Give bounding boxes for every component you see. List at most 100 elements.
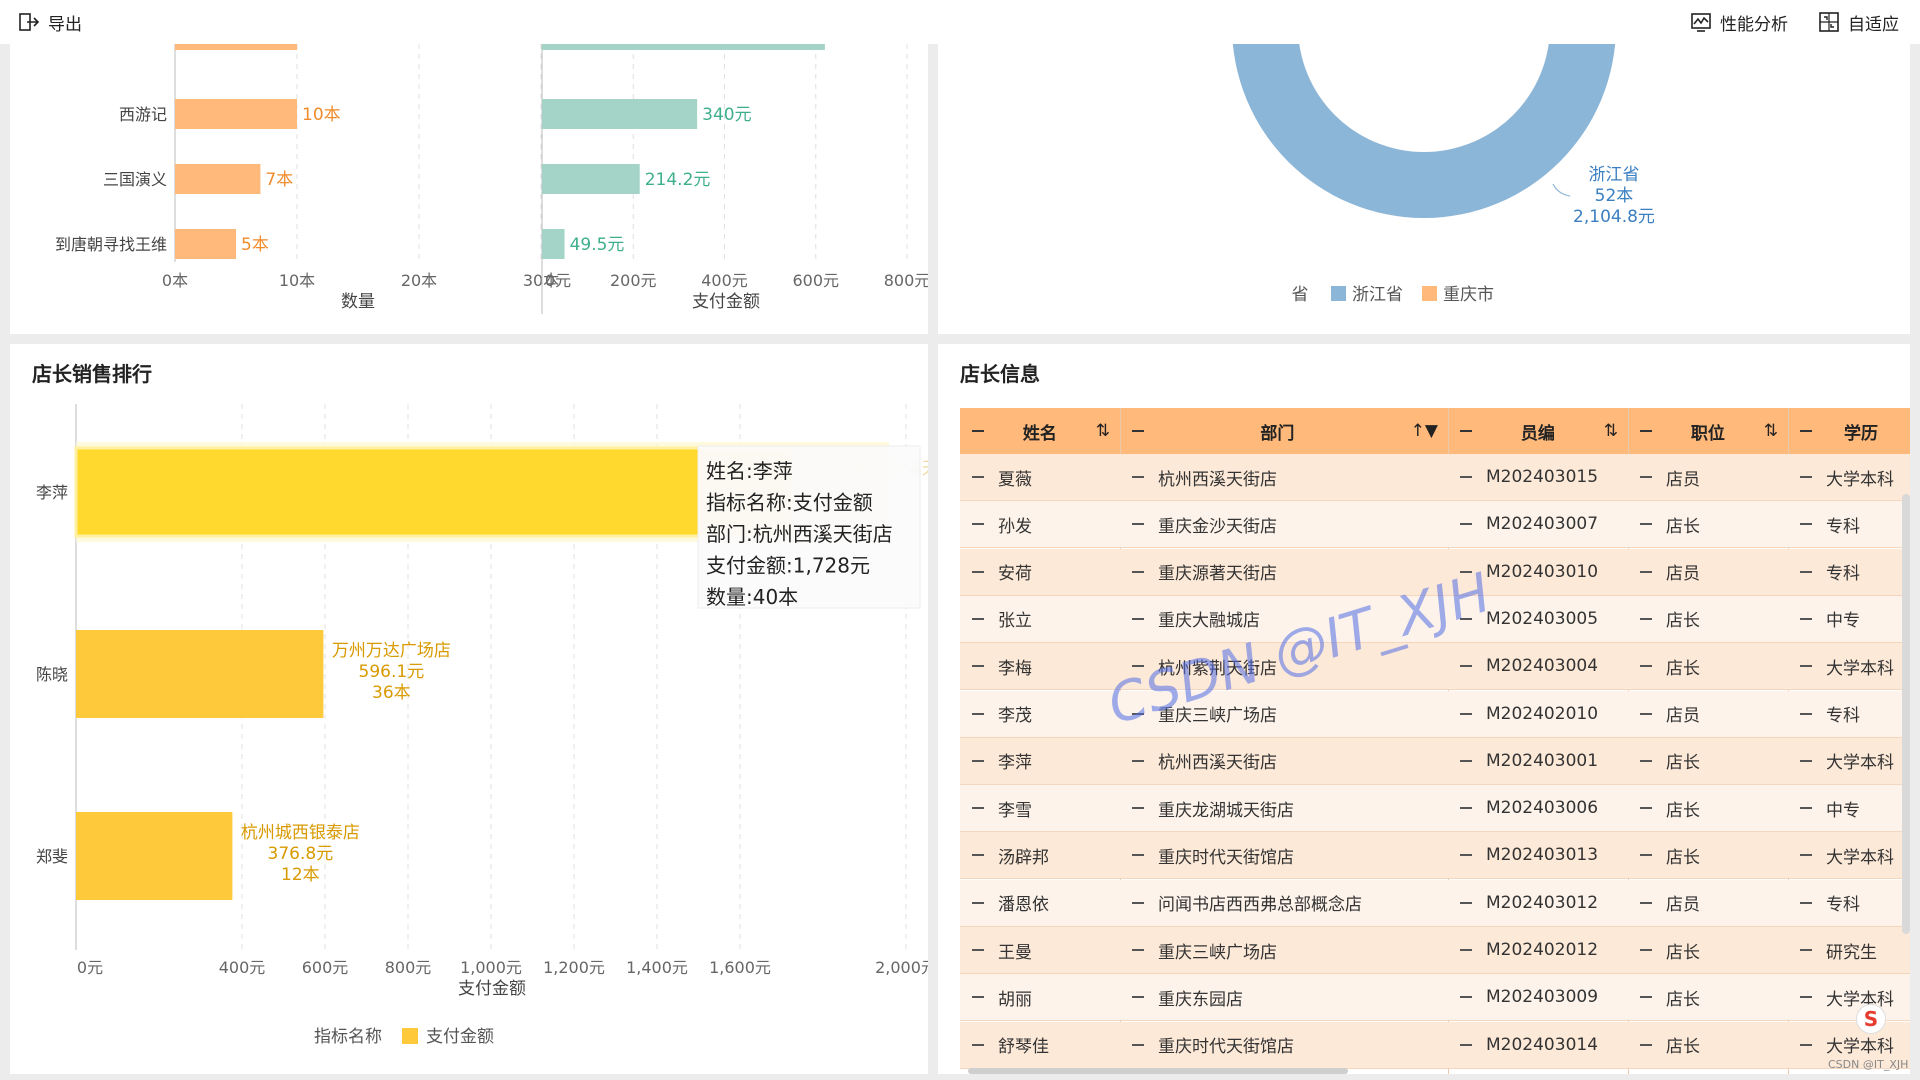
- collapse-icon[interactable]: [1640, 712, 1652, 715]
- collapse-icon[interactable]: [972, 430, 984, 432]
- collapse-icon[interactable]: [1640, 617, 1652, 620]
- table-row[interactable]: 潘恩依 问闻书店西西弗总部概念店 M202403012 店员 专科: [960, 879, 1910, 927]
- collapse-icon[interactable]: [1460, 807, 1472, 810]
- perf-analysis-button[interactable]: 性能分析: [1690, 10, 1788, 35]
- collapse-icon[interactable]: [1800, 617, 1812, 620]
- collapse-icon[interactable]: [972, 901, 984, 904]
- collapse-icon[interactable]: [1640, 759, 1652, 762]
- export-button[interactable]: 导出: [18, 10, 82, 35]
- collapse-icon[interactable]: [1800, 570, 1812, 573]
- legend-label-chongqing[interactable]: 重庆市: [1443, 285, 1494, 305]
- legend-label[interactable]: 支付金额: [426, 1027, 494, 1047]
- table-row[interactable]: 李雪 重庆龙湖城天街店 M202403006 店长 中专: [960, 785, 1910, 833]
- column-header[interactable]: 职位 ⇅: [1628, 408, 1788, 454]
- collapse-icon[interactable]: [972, 665, 984, 668]
- collapse-icon[interactable]: [972, 807, 984, 810]
- bar-ranking[interactable]: [76, 812, 233, 900]
- collapse-icon[interactable]: [972, 617, 984, 620]
- collapse-icon[interactable]: [1800, 712, 1812, 715]
- collapse-icon[interactable]: [1460, 430, 1472, 432]
- collapse-icon[interactable]: [1460, 617, 1472, 620]
- sort-icon[interactable]: ⇅: [1603, 421, 1618, 441]
- collapse-icon[interactable]: [1640, 996, 1652, 999]
- collapse-icon[interactable]: [1640, 901, 1652, 904]
- legend-label-zhejiang[interactable]: 浙江省: [1352, 285, 1403, 305]
- collapse-icon[interactable]: [1132, 759, 1144, 762]
- bar-amount[interactable]: [542, 229, 565, 259]
- auto-fit-button[interactable]: 自适应: [1818, 10, 1899, 35]
- bar-ranking[interactable]: [74, 446, 795, 538]
- table-row[interactable]: 夏薇 杭州西溪天街店 M202403015 店员 大学本科: [960, 454, 1910, 501]
- collapse-icon[interactable]: [972, 476, 984, 478]
- collapse-icon[interactable]: [1460, 665, 1472, 668]
- table-row[interactable]: 王曼 重庆三峡广场店 M202402012 店长 研究生: [960, 927, 1910, 974]
- bar-ranking[interactable]: [76, 630, 324, 718]
- collapse-icon[interactable]: [1800, 430, 1812, 432]
- collapse-icon[interactable]: [1132, 570, 1144, 573]
- collapse-icon[interactable]: [1132, 996, 1144, 999]
- table-horizontal-scrollbar[interactable]: [968, 1068, 1348, 1074]
- collapse-icon[interactable]: [972, 949, 984, 951]
- table-row[interactable]: 李茂 重庆三峡广场店 M202402010 店员 专科: [960, 690, 1910, 738]
- column-header[interactable]: 学历: [1788, 408, 1910, 454]
- collapse-icon[interactable]: [1460, 949, 1472, 951]
- bar-count[interactable]: [175, 164, 261, 194]
- bar-count[interactable]: [175, 229, 236, 259]
- collapse-icon[interactable]: [1132, 949, 1144, 951]
- table-row[interactable]: 安荷 重庆源著天街店 M202403010 店员 专科: [960, 548, 1910, 596]
- collapse-icon[interactable]: [1800, 1043, 1812, 1046]
- collapse-icon[interactable]: [1132, 665, 1144, 668]
- collapse-icon[interactable]: [1460, 854, 1472, 857]
- sort-icon[interactable]: ⇅: [1763, 421, 1778, 441]
- column-header[interactable]: 员编 ⇅: [1448, 408, 1628, 454]
- collapse-icon[interactable]: [1640, 430, 1652, 432]
- table-row[interactable]: 舒琴佳 重庆时代天街馆店 M202403014 店长 大学本科: [960, 1021, 1910, 1069]
- collapse-icon[interactable]: [1132, 523, 1144, 526]
- collapse-icon[interactable]: [1460, 996, 1472, 999]
- collapse-icon[interactable]: [1460, 570, 1472, 573]
- table-row[interactable]: 孙发 重庆金沙天街店 M202403007 店长 专科: [960, 501, 1910, 549]
- collapse-icon[interactable]: [972, 570, 984, 573]
- collapse-icon[interactable]: [1800, 807, 1812, 810]
- collapse-icon[interactable]: [1800, 523, 1812, 526]
- collapse-icon[interactable]: [1800, 476, 1812, 478]
- collapse-icon[interactable]: [1640, 854, 1652, 857]
- collapse-icon[interactable]: [972, 996, 984, 999]
- bar-count[interactable]: [175, 99, 297, 129]
- collapse-icon[interactable]: [1640, 1043, 1652, 1046]
- sort-icon[interactable]: ↑▼: [1410, 421, 1438, 441]
- collapse-icon[interactable]: [1800, 901, 1812, 904]
- collapse-icon[interactable]: [1800, 854, 1812, 857]
- collapse-icon[interactable]: [1132, 430, 1144, 432]
- collapse-icon[interactable]: [1132, 617, 1144, 620]
- collapse-icon[interactable]: [1460, 712, 1472, 715]
- table-row[interactable]: 胡丽 重庆东园店 M202403009 店长 大学本科: [960, 974, 1910, 1022]
- collapse-icon[interactable]: [1132, 901, 1144, 904]
- collapse-icon[interactable]: [1132, 712, 1144, 715]
- collapse-icon[interactable]: [1640, 665, 1652, 668]
- input-method-icon[interactable]: S: [1856, 1004, 1886, 1034]
- collapse-icon[interactable]: [1640, 523, 1652, 526]
- collapse-icon[interactable]: [1640, 570, 1652, 573]
- table-vertical-scrollbar[interactable]: [1902, 494, 1910, 934]
- collapse-icon[interactable]: [1460, 523, 1472, 526]
- collapse-icon[interactable]: [1132, 807, 1144, 810]
- bar-amount[interactable]: [542, 99, 698, 129]
- collapse-icon[interactable]: [972, 1043, 984, 1046]
- table-row[interactable]: 李萍 杭州西溪天街店 M202403001 店长 大学本科: [960, 737, 1910, 785]
- collapse-icon[interactable]: [1640, 807, 1652, 810]
- collapse-icon[interactable]: [1132, 1043, 1144, 1046]
- collapse-icon[interactable]: [1132, 854, 1144, 857]
- collapse-icon[interactable]: [1800, 759, 1812, 762]
- table-row[interactable]: 汤辟邦 重庆时代天街馆店 M202403013 店长 大学本科: [960, 832, 1910, 880]
- collapse-icon[interactable]: [1460, 476, 1472, 478]
- collapse-icon[interactable]: [972, 712, 984, 715]
- collapse-icon[interactable]: [1460, 759, 1472, 762]
- bar-amount[interactable]: [542, 164, 640, 194]
- collapse-icon[interactable]: [1800, 665, 1812, 668]
- collapse-icon[interactable]: [1640, 476, 1652, 478]
- collapse-icon[interactable]: [1460, 901, 1472, 904]
- collapse-icon[interactable]: [1800, 996, 1812, 999]
- collapse-icon[interactable]: [972, 759, 984, 762]
- table-row[interactable]: 张立 重庆大融城店 M202403005 店长 中专: [960, 595, 1910, 643]
